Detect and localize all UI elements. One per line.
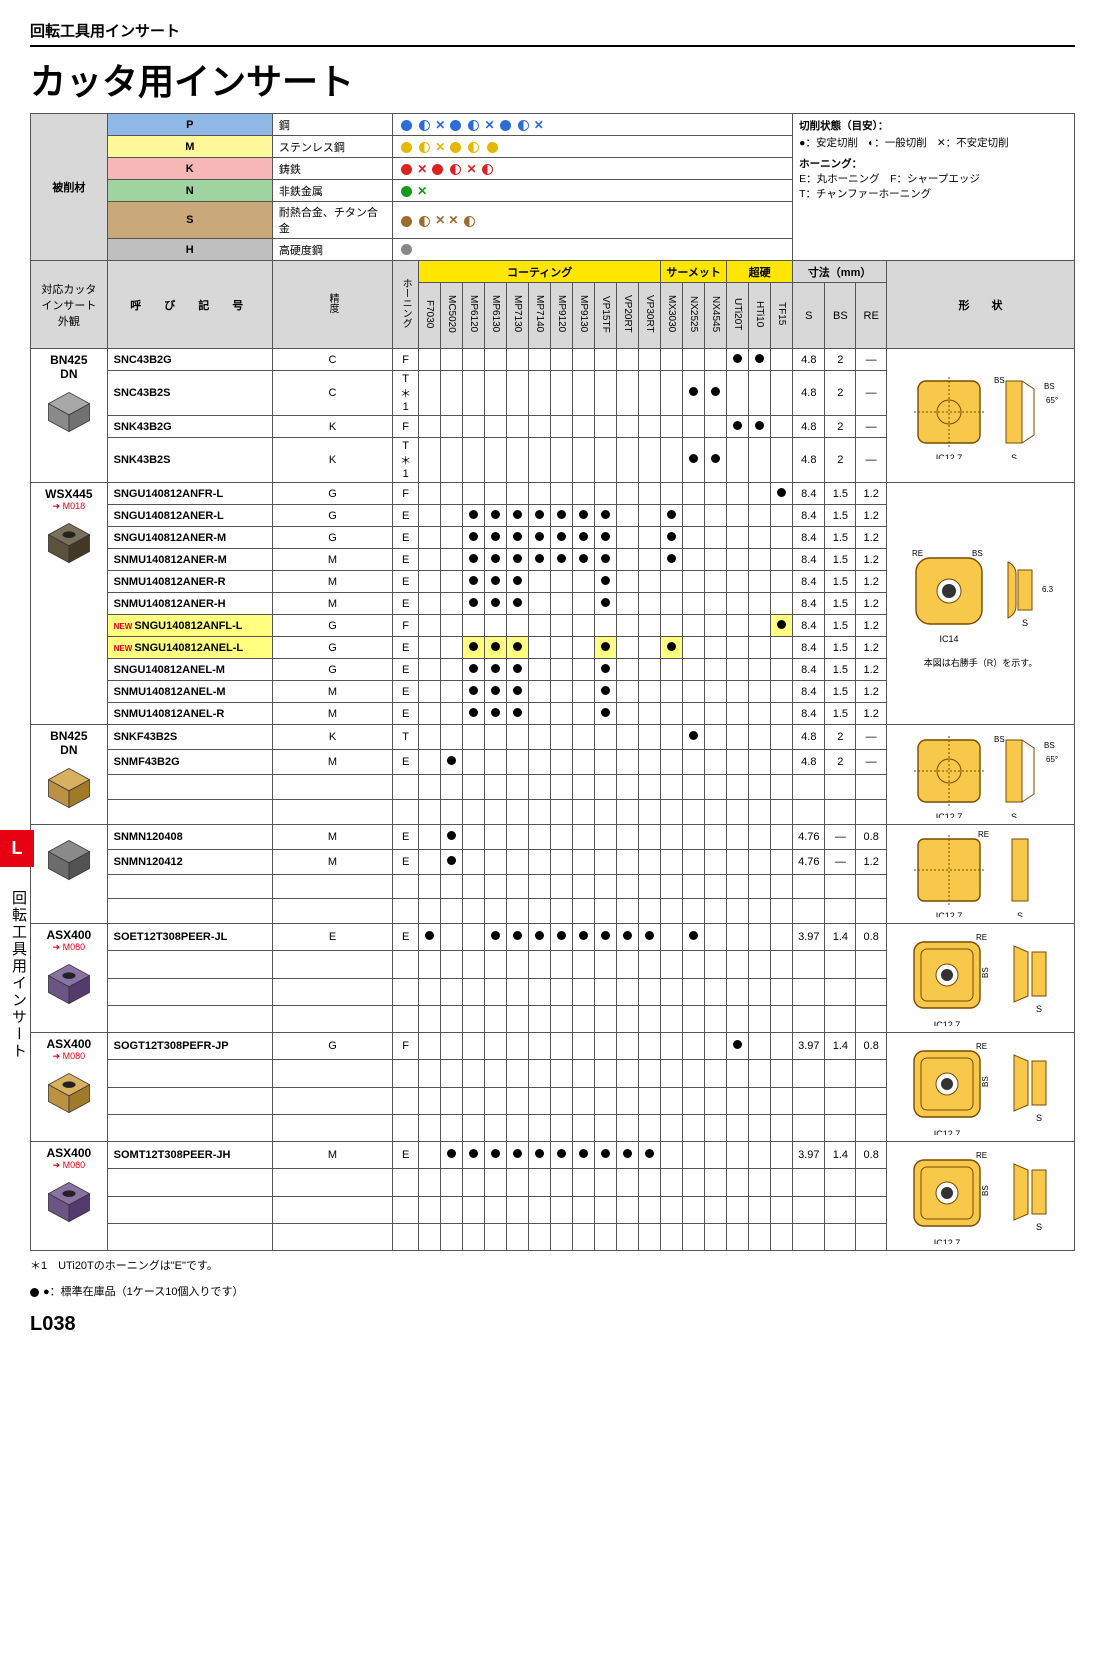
svg-text:65°: 65° bbox=[1046, 396, 1058, 405]
svg-text:65°: 65° bbox=[1046, 755, 1058, 764]
svg-text:BS: BS bbox=[994, 735, 1005, 744]
svg-text:S: S bbox=[1036, 1113, 1042, 1123]
page-title: カッタ用インサート bbox=[30, 53, 1075, 105]
svg-text:IC12.7: IC12.7 bbox=[933, 1129, 960, 1135]
svg-text:RE: RE bbox=[976, 933, 987, 942]
svg-text:IC12.7: IC12.7 bbox=[933, 1020, 960, 1026]
svg-text:IC12.7: IC12.7 bbox=[935, 453, 962, 459]
svg-text:S: S bbox=[1036, 1222, 1042, 1232]
overline-heading: 回転工具用インサート bbox=[30, 20, 1075, 47]
svg-text:BS: BS bbox=[1044, 382, 1055, 391]
svg-text:BS: BS bbox=[981, 967, 990, 978]
svg-text:6.3: 6.3 bbox=[1042, 585, 1054, 594]
svg-text:RE: RE bbox=[976, 1151, 987, 1160]
svg-text:IC12.7: IC12.7 bbox=[935, 911, 962, 917]
svg-text:IC12.7: IC12.7 bbox=[933, 1238, 960, 1244]
svg-text:IC14: IC14 bbox=[939, 634, 958, 644]
svg-text:S: S bbox=[1036, 1004, 1042, 1014]
svg-text:RE: RE bbox=[976, 1042, 987, 1051]
svg-text:BS: BS bbox=[981, 1076, 990, 1087]
page-number: L038 bbox=[30, 1313, 1075, 1336]
svg-text:BS: BS bbox=[972, 549, 983, 558]
side-tab-l: L bbox=[0, 830, 34, 867]
svg-text:BS: BS bbox=[994, 376, 1005, 385]
main-table: 被削材P鋼 ✕ ✕ ✕ 切削状態（目安）：●：安定切削◐：一般切削✕：不安定切削… bbox=[30, 113, 1075, 1251]
svg-text:BS: BS bbox=[981, 1185, 990, 1196]
svg-text:S: S bbox=[1017, 911, 1023, 917]
svg-text:S: S bbox=[1011, 453, 1017, 459]
svg-text:BS: BS bbox=[1044, 741, 1055, 750]
side-vertical-label: 回転工具用インサート bbox=[8, 890, 29, 1060]
svg-text:RE: RE bbox=[978, 831, 989, 839]
footnote-1: ＊1 UTi20Tのホーニングは"E"です。 bbox=[30, 1257, 1075, 1273]
svg-text:RE: RE bbox=[912, 549, 923, 558]
footnote-2: ●：標準在庫品（1ケース10個入りです） bbox=[30, 1283, 1075, 1299]
svg-text:IC12.7: IC12.7 bbox=[935, 812, 962, 818]
svg-text:S: S bbox=[1011, 812, 1017, 818]
svg-text:S: S bbox=[1022, 618, 1028, 628]
